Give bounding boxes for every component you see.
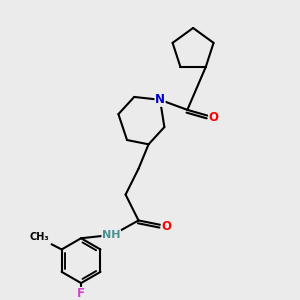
Text: O: O: [161, 220, 171, 233]
Text: NH: NH: [102, 230, 121, 240]
Text: F: F: [77, 287, 85, 300]
Text: O: O: [209, 110, 219, 124]
Text: CH₃: CH₃: [30, 232, 49, 242]
Text: N: N: [155, 93, 165, 106]
